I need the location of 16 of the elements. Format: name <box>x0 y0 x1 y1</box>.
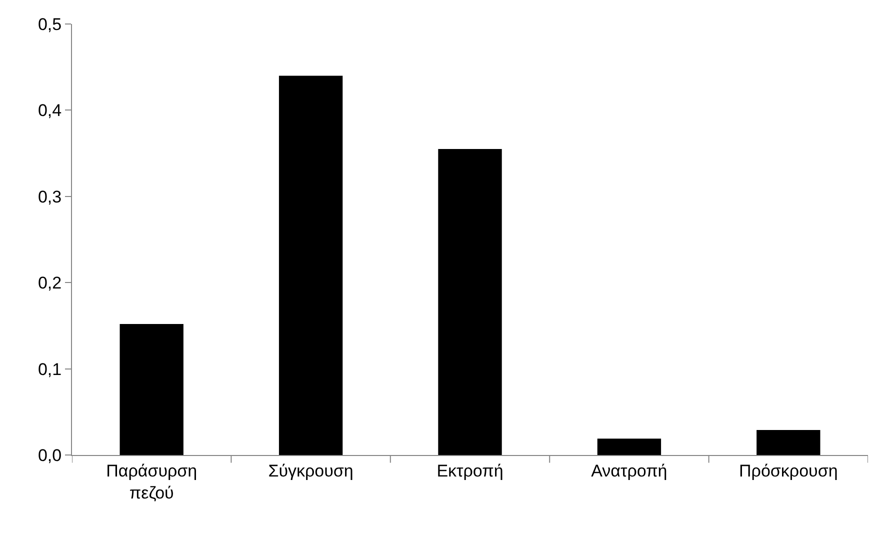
bar <box>278 76 343 455</box>
y-tick-label: 0,2 <box>38 274 62 293</box>
bar <box>756 430 820 455</box>
y-tick-label: 0,3 <box>38 187 62 206</box>
bar <box>438 148 502 455</box>
x-tick-label: Ανατροπή <box>591 461 668 480</box>
y-tick-label: 0,0 <box>38 446 62 465</box>
y-tick-label: 0,4 <box>38 101 62 120</box>
x-tick-label: Εκτροπή <box>436 461 504 480</box>
y-tick-label: 0,1 <box>38 360 62 379</box>
x-tick-label: Παράσυρση πεζού <box>106 461 198 502</box>
x-tick-label: Σύγκρουση <box>268 461 354 480</box>
y-tick-label: 0,5 <box>38 14 62 34</box>
x-tick-label: Πρόσκρουση <box>739 461 838 480</box>
bar <box>120 324 184 455</box>
bar <box>597 438 662 455</box>
